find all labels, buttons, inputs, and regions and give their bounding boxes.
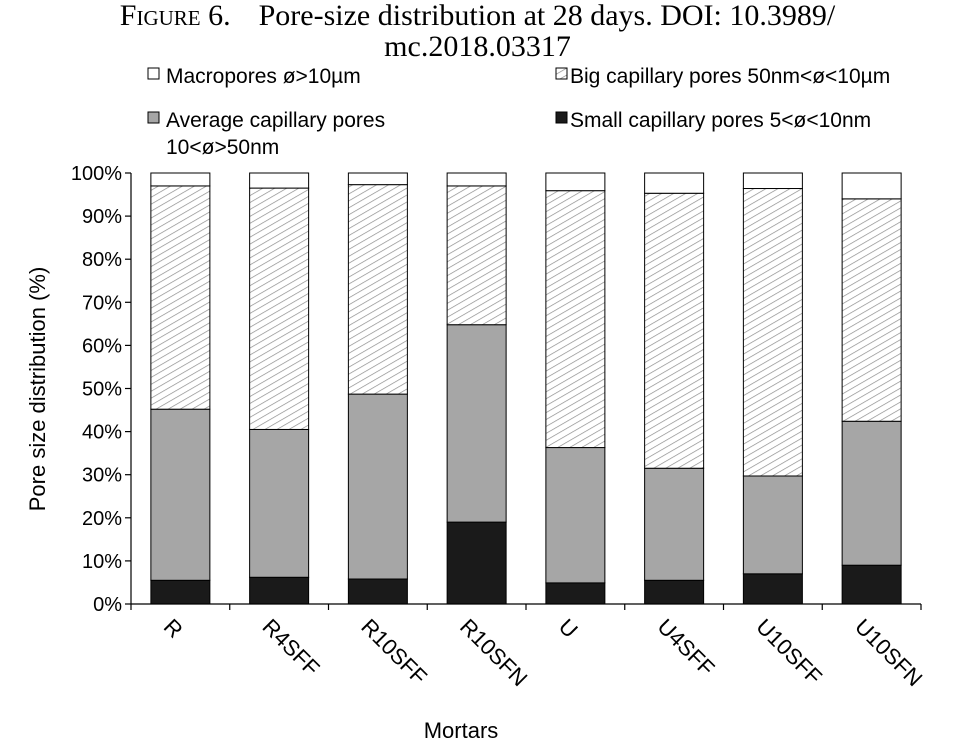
caption-line-2: mc.2018.03317 (384, 30, 571, 63)
bar-segment-r-s2 (150, 185, 211, 410)
y-tick-label: 30% (82, 465, 122, 487)
x-tick-label: R10SFF (356, 614, 432, 690)
y-tick-label: 70% (82, 292, 122, 314)
y-tick-label: 20% (82, 508, 122, 530)
legend-label: Macropores ø>10µm (166, 65, 361, 88)
bar-segment-u-s1 (545, 447, 606, 584)
figure-label: Figure 6. (119, 0, 231, 32)
x-axis: R R4SFF R10SFF R10SFN U U4SFF U10SFF U10SFN (130, 603, 927, 691)
bar-segment-r10sfn-s1 (446, 324, 507, 523)
bar-segment-r-s3 (150, 172, 211, 187)
y-tick-label: 90% (82, 206, 122, 228)
x-axis-label: Mortars (424, 718, 499, 743)
bar-segment-r4sff-s3 (249, 172, 310, 189)
legend-label-continuation: 10<ø>50nm (166, 136, 279, 159)
bar-segment-r10sff-s3 (347, 172, 408, 186)
bar-segment-r10sff-s0 (347, 578, 408, 605)
legend: Macropores ø>10µm Big capillary pores 50n… (147, 65, 890, 159)
x-tick-label: U (554, 614, 583, 643)
bar-segment-u-s2 (545, 190, 606, 449)
y-axis-label: Pore size distribution (%) (25, 267, 50, 512)
caption-line-1: Figure 6. Pore-size distribution at 28 da… (0, 0, 955, 31)
x-tick-label: R10SFN (455, 614, 532, 691)
y-tick-label: 80% (82, 249, 122, 271)
bar-segment-u10sfn-s0 (841, 564, 902, 605)
caption-text: Pore-size distribution at 28 days. DOI: … (258, 0, 836, 32)
y-tick-label: 60% (82, 335, 122, 357)
bar-segment-r10sff-s1 (347, 393, 408, 580)
x-tick-label: R (159, 614, 188, 643)
figure-caption: Figure 6. Pore-size distribution at 28 da… (0, 0, 955, 62)
bar-segment-r4sff-s0 (249, 576, 310, 605)
bar-segment-r-s1 (150, 408, 211, 581)
bar-segment-u10sfn-s1 (841, 420, 902, 566)
y-tick-label: 40% (82, 422, 122, 444)
bars (150, 172, 902, 605)
bar-segment-r4sff-s1 (249, 428, 310, 578)
y-tick-label: 100% (71, 163, 122, 185)
bar-segment-r4sff-s2 (249, 187, 310, 430)
y-tick-label: 50% (82, 379, 122, 401)
bar-segment-r10sff-s2 (347, 184, 408, 395)
bar-segment-u4sff-s1 (644, 467, 705, 581)
x-tick-label: U10SFN (850, 614, 927, 691)
bar-segment-u10sff-s2 (742, 188, 803, 477)
bar-segment-u10sff-s3 (742, 172, 803, 190)
x-tick-label: U10SFF (751, 614, 827, 690)
bar-segment-u4sff-s0 (644, 579, 705, 605)
bar-segment-r10sfn-s0 (446, 521, 507, 605)
bar-segment-r-s0 (150, 579, 211, 605)
bar-segment-u10sff-s0 (742, 573, 803, 605)
bar-segment-u4sff-s2 (644, 192, 705, 469)
bar-segment-u10sfn-s2 (841, 198, 902, 422)
bar-segment-u10sff-s1 (742, 475, 803, 575)
bar-segment-r10sfn-s3 (446, 172, 507, 187)
bar-segment-r10sfn-s2 (446, 185, 507, 326)
y-tick-label: 0% (93, 594, 122, 616)
bar-segment-u-s3 (545, 172, 606, 192)
legend-label: Big capillary pores 50nm<ø<10µm (570, 65, 890, 88)
legend-swatch (555, 111, 568, 124)
legend-label: Small capillary pores 5<ø<10nm (570, 109, 871, 132)
legend-swatch (147, 111, 160, 124)
legend-swatch (147, 67, 160, 80)
x-tick-label: R4SFF (258, 614, 325, 681)
x-tick-label: U4SFF (653, 614, 720, 681)
y-axis: 0% 10% 20% 30% 40% 50% 60% 70% 80% 90% 100% (71, 163, 132, 616)
bar-segment-u4sff-s3 (644, 172, 705, 194)
legend-swatch (555, 67, 568, 80)
legend-label: Average capillary pores (166, 109, 385, 132)
bar-segment-u-s0 (545, 582, 606, 605)
y-tick-label: 10% (82, 551, 122, 573)
bar-segment-u10sfn-s3 (841, 172, 902, 200)
